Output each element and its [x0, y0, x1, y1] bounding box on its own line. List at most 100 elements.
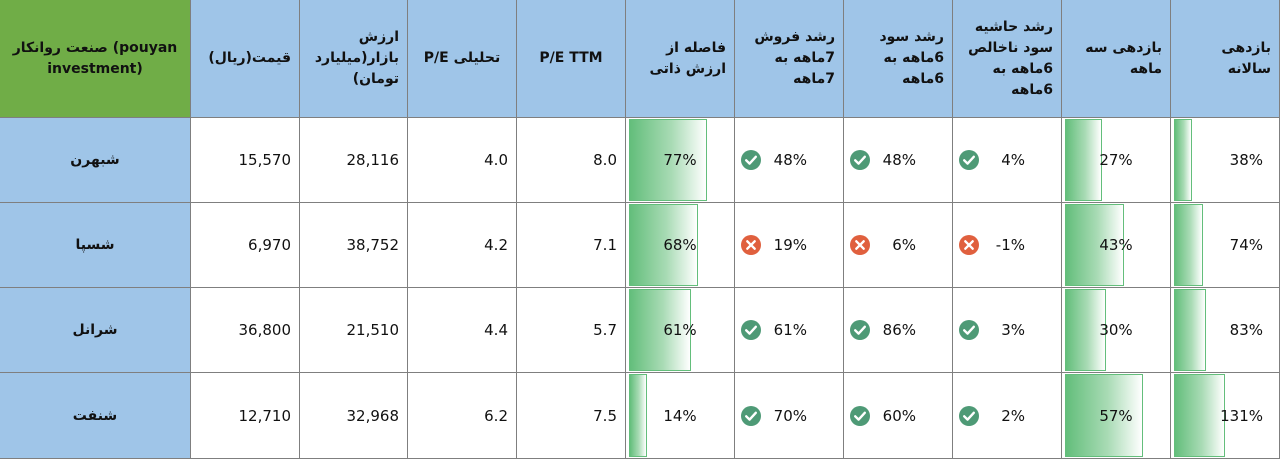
- profit-growth-value: 48%: [882, 151, 916, 169]
- pe-ttm-value[interactable]: 5.7: [517, 288, 626, 373]
- intrinsic-gap-value: 68%: [663, 236, 697, 254]
- margin-growth-cell[interactable]: 2%: [953, 373, 1062, 459]
- return-annual-value: 83%: [1229, 321, 1263, 339]
- return-3m-cell[interactable]: 43%: [1062, 203, 1171, 288]
- return-annual-bar: [1174, 204, 1203, 286]
- pe-ttm-value[interactable]: 7.1: [517, 203, 626, 288]
- market-cap-value[interactable]: 38,752: [300, 203, 408, 288]
- profit-growth-cell[interactable]: 60%: [844, 373, 953, 459]
- return-annual-bar: [1174, 119, 1192, 201]
- row-name[interactable]: شنفت: [0, 373, 191, 459]
- header-pe-ttm[interactable]: P/E TTM: [517, 0, 626, 118]
- sales-growth-value: 70%: [773, 406, 807, 425]
- return-3m-cell[interactable]: 30%: [1062, 288, 1171, 373]
- header-industry-label: صنعت روانکار (pouyan investment): [12, 39, 178, 77]
- return-3m-bar: [1065, 119, 1102, 201]
- header-profit-growth[interactable]: رشد سود 6ماهه به 6ماهه: [844, 0, 953, 118]
- intrinsic-gap-cell[interactable]: 68%: [626, 203, 735, 288]
- check-icon: [850, 405, 870, 426]
- intrinsic-gap-bar: [629, 289, 691, 371]
- margin-growth-value: 3%: [1001, 321, 1025, 339]
- check-icon: [850, 320, 870, 340]
- margin-growth-value: 4%: [1001, 151, 1025, 169]
- pe-ttm-value[interactable]: 7.5: [517, 373, 626, 459]
- header-price-label: قیمت(ریال): [208, 50, 291, 66]
- header-price[interactable]: قیمت(ریال): [191, 0, 300, 118]
- return-annual-cell[interactable]: 131%: [1171, 373, 1280, 459]
- header-margin-growth-label: رشد حاشیه سود ناخالص 6ماهه به 6ماهه: [968, 18, 1053, 98]
- cross-icon: [741, 235, 761, 255]
- intrinsic-gap-cell[interactable]: 61%: [626, 288, 735, 373]
- price-value[interactable]: 15,570: [191, 118, 300, 203]
- return-annual-value: 38%: [1229, 151, 1263, 169]
- cross-icon: [959, 235, 979, 255]
- row-name[interactable]: شسپا: [0, 203, 191, 288]
- return-annual-value: 131%: [1220, 406, 1263, 425]
- intrinsic-gap-value: 14%: [663, 406, 697, 425]
- market-cap-value[interactable]: 21,510: [300, 288, 408, 373]
- profit-growth-cell[interactable]: 48%: [844, 118, 953, 203]
- pe-ttm-value[interactable]: 8.0: [517, 118, 626, 203]
- header-intrinsic-gap-label: فاصله از ارزش ذاتی: [649, 39, 726, 77]
- row-name[interactable]: شبهرن: [0, 118, 191, 203]
- pe-analytic-value[interactable]: 4.4: [408, 288, 517, 373]
- header-return-annual-label: بازدهی سالانه: [1221, 39, 1271, 77]
- header-margin-growth[interactable]: رشد حاشیه سود ناخالص 6ماهه به 6ماهه: [953, 0, 1062, 118]
- sales-growth-cell[interactable]: 70%: [735, 373, 844, 459]
- intrinsic-gap-value: 61%: [663, 321, 697, 339]
- check-icon: [741, 150, 761, 170]
- pe-analytic-value[interactable]: 4.0: [408, 118, 517, 203]
- return-3m-value: 30%: [1099, 321, 1133, 339]
- header-return-3m[interactable]: بازدهی سه ماهه: [1062, 0, 1171, 118]
- return-annual-cell[interactable]: 74%: [1171, 203, 1280, 288]
- return-3m-bar: [1065, 289, 1106, 371]
- row-name[interactable]: شرانل: [0, 288, 191, 373]
- profit-growth-cell[interactable]: 86%: [844, 288, 953, 373]
- margin-growth-cell[interactable]: 3%: [953, 288, 1062, 373]
- sales-growth-cell[interactable]: 48%: [735, 118, 844, 203]
- intrinsic-gap-bar: [629, 119, 707, 201]
- sales-growth-value: 61%: [773, 321, 807, 339]
- market-cap-value[interactable]: 28,116: [300, 118, 408, 203]
- sales-growth-cell[interactable]: 19%: [735, 203, 844, 288]
- header-sales-growth-label: رشد فروش 7ماهه به 7ماهه: [754, 29, 835, 87]
- cross-icon: [850, 235, 870, 255]
- return-3m-cell[interactable]: 27%: [1062, 118, 1171, 203]
- sales-growth-cell[interactable]: 61%: [735, 288, 844, 373]
- profit-growth-value: 6%: [892, 236, 916, 254]
- header-return-3m-label: بازدهی سه ماهه: [1085, 39, 1162, 77]
- return-annual-bar: [1174, 289, 1207, 371]
- price-value[interactable]: 12,710: [191, 373, 300, 459]
- return-3m-cell[interactable]: 57%: [1062, 373, 1171, 459]
- pe-analytic-value[interactable]: 6.2: [408, 373, 517, 459]
- header-market-cap-label: ارزش بازار(میلیارد تومان): [314, 29, 399, 87]
- check-icon: [959, 150, 979, 170]
- margin-growth-value: 2%: [1001, 406, 1025, 425]
- intrinsic-gap-cell[interactable]: 77%: [626, 118, 735, 203]
- check-icon: [959, 405, 979, 426]
- header-sales-growth[interactable]: رشد فروش 7ماهه به 7ماهه: [735, 0, 844, 118]
- intrinsic-gap-cell[interactable]: 14%: [626, 373, 735, 459]
- return-annual-cell[interactable]: 38%: [1171, 118, 1280, 203]
- return-annual-bar: [1174, 374, 1225, 457]
- header-intrinsic-gap[interactable]: فاصله از ارزش ذاتی: [626, 0, 735, 118]
- header-market-cap[interactable]: ارزش بازار(میلیارد تومان): [300, 0, 408, 118]
- market-cap-value[interactable]: 32,968: [300, 373, 408, 459]
- margin-growth-cell[interactable]: 4%: [953, 118, 1062, 203]
- price-value[interactable]: 6,970: [191, 203, 300, 288]
- return-annual-value: 74%: [1229, 236, 1263, 254]
- check-icon: [850, 150, 870, 170]
- intrinsic-gap-bar: [629, 204, 698, 286]
- header-return-annual[interactable]: بازدهی سالانه: [1171, 0, 1280, 118]
- header-pe-analytic[interactable]: P/E تحلیلی: [408, 0, 517, 118]
- profit-growth-cell[interactable]: 6%: [844, 203, 953, 288]
- pe-analytic-value[interactable]: 4.2: [408, 203, 517, 288]
- price-value[interactable]: 36,800: [191, 288, 300, 373]
- sales-growth-value: 19%: [773, 236, 807, 254]
- return-3m-bar: [1065, 204, 1124, 286]
- margin-growth-value: -1%: [995, 236, 1025, 254]
- header-industry[interactable]: صنعت روانکار (pouyan investment): [0, 0, 191, 118]
- margin-growth-cell[interactable]: -1%: [953, 203, 1062, 288]
- return-annual-cell[interactable]: 83%: [1171, 288, 1280, 373]
- check-icon: [741, 405, 761, 426]
